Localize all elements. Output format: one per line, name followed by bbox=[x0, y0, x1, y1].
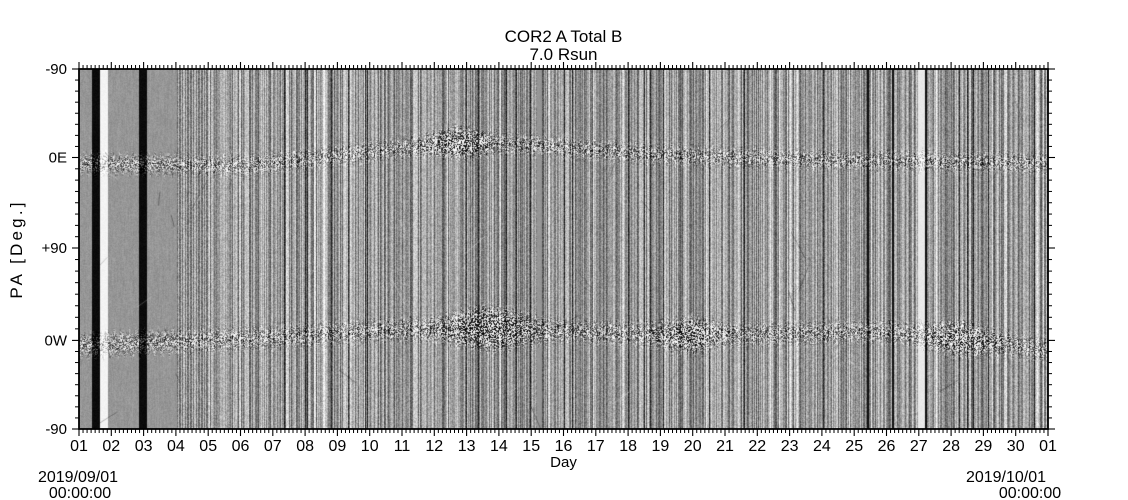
svg-text:09: 09 bbox=[329, 438, 347, 455]
svg-text:7.0 Rsun: 7.0 Rsun bbox=[529, 45, 597, 64]
svg-text:27: 27 bbox=[910, 438, 928, 455]
svg-text:24: 24 bbox=[813, 438, 831, 455]
svg-text:16: 16 bbox=[555, 438, 573, 455]
svg-text:04: 04 bbox=[167, 438, 185, 455]
svg-text:07: 07 bbox=[264, 438, 282, 455]
svg-text:-90: -90 bbox=[45, 61, 67, 78]
svg-text:2019/10/01: 2019/10/01 bbox=[966, 469, 1046, 486]
svg-text:01: 01 bbox=[70, 438, 88, 455]
svg-text:30: 30 bbox=[1007, 438, 1025, 455]
svg-text:0W: 0W bbox=[45, 332, 68, 349]
svg-text:18: 18 bbox=[619, 438, 637, 455]
svg-text:00:00:00: 00:00:00 bbox=[49, 485, 111, 500]
svg-text:14: 14 bbox=[490, 438, 508, 455]
svg-text:02: 02 bbox=[102, 438, 120, 455]
svg-text:29: 29 bbox=[975, 438, 993, 455]
svg-text:25: 25 bbox=[845, 438, 863, 455]
svg-text:12: 12 bbox=[425, 438, 443, 455]
svg-text:17: 17 bbox=[587, 438, 605, 455]
svg-text:00:00:00: 00:00:00 bbox=[999, 485, 1061, 500]
svg-text:11: 11 bbox=[394, 438, 411, 455]
svg-text:10: 10 bbox=[361, 438, 379, 455]
svg-text:13: 13 bbox=[458, 438, 476, 455]
svg-text:COR2 A Total B: COR2 A Total B bbox=[505, 27, 623, 46]
svg-text:05: 05 bbox=[199, 438, 217, 455]
svg-text:PA [Deg.]: PA [Deg.] bbox=[7, 199, 26, 298]
svg-text:21: 21 bbox=[716, 438, 734, 455]
svg-text:23: 23 bbox=[781, 438, 799, 455]
svg-text:2019/09/01: 2019/09/01 bbox=[38, 469, 118, 486]
svg-text:03: 03 bbox=[135, 438, 153, 455]
svg-text:01: 01 bbox=[1039, 438, 1057, 455]
svg-text:08: 08 bbox=[296, 438, 314, 455]
svg-text:20: 20 bbox=[684, 438, 702, 455]
svg-text:19: 19 bbox=[652, 438, 670, 455]
svg-text:28: 28 bbox=[942, 438, 960, 455]
svg-text:22: 22 bbox=[748, 438, 766, 455]
svg-text:Day: Day bbox=[550, 454, 577, 471]
svg-text:+90: +90 bbox=[42, 240, 67, 257]
svg-text:26: 26 bbox=[878, 438, 896, 455]
svg-text:-90: -90 bbox=[45, 421, 67, 438]
svg-text:0E: 0E bbox=[49, 150, 67, 167]
svg-text:15: 15 bbox=[522, 438, 540, 455]
svg-text:06: 06 bbox=[232, 438, 250, 455]
